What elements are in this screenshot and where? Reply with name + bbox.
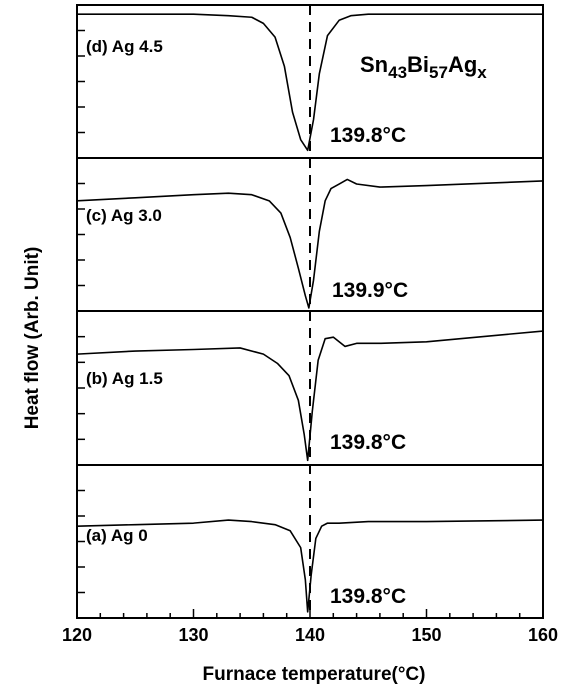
panel-label: (c) Ag 3.0 [86, 206, 162, 225]
panel-label: (b) Ag 1.5 [86, 369, 163, 388]
panel-label: (a) Ag 0 [86, 526, 148, 545]
peak-temperature-label: 139.8°C [330, 431, 406, 454]
curve--a-ag-0 [76, 519, 544, 613]
composition-el1: Sn [360, 52, 388, 77]
curve--c-ag-3-0 [76, 178, 544, 309]
curve--b-ag-1-5 [76, 330, 544, 462]
composition-sub3: x [477, 63, 487, 82]
curves-layer [76, 13, 544, 613]
composition-sub1: 43 [388, 63, 407, 82]
x-tick-label: 150 [411, 625, 441, 645]
curve--d-ag-4-5 [77, 13, 543, 152]
composition-sub2: 57 [429, 63, 448, 82]
x-axis-label: Furnace temperature(°C) [203, 664, 426, 685]
y-axis-label: Heat flow (Arb. Unit) [22, 247, 43, 430]
ticks-layer [76, 29, 544, 618]
x-tick-label: 130 [178, 625, 208, 645]
labels-layer: (d) Ag 4.5 139.8°C (c) Ag 3.0 139.9°C (b) Ag… [62, 37, 558, 645]
peak-temperature-label: 139.9°C [332, 279, 408, 302]
x-tick-label: 160 [528, 625, 558, 645]
panel-label: (d) Ag 4.5 [86, 37, 163, 56]
composition-label: Sn43Bi57Agx [360, 52, 487, 82]
x-tick-label: 120 [62, 625, 92, 645]
peak-temperature-label: 139.8°C [330, 124, 406, 147]
peak-temperature-label: 139.8°C [330, 585, 406, 608]
x-tick-label: 140 [295, 625, 325, 645]
composition-el2: Bi [407, 52, 429, 77]
composition-el3: Ag [448, 52, 477, 77]
